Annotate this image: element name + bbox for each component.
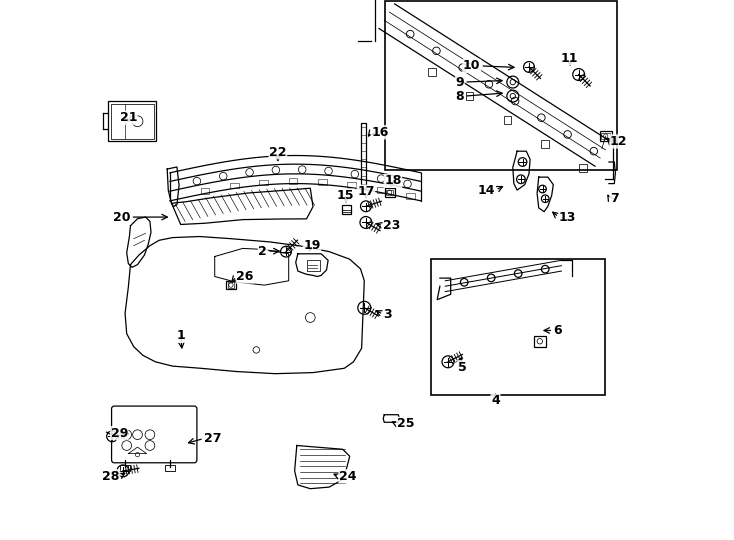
Text: 14: 14 (478, 184, 495, 197)
Text: 12: 12 (610, 135, 628, 148)
Bar (120, 465, 131, 471)
Bar (542, 140, 549, 148)
Text: 10: 10 (463, 59, 480, 72)
Bar (342, 205, 351, 214)
Bar (504, 116, 511, 124)
Bar (164, 465, 175, 471)
Text: 17: 17 (357, 185, 374, 198)
Bar (318, 179, 327, 185)
Text: 24: 24 (339, 470, 357, 483)
Text: 16: 16 (371, 126, 389, 139)
Text: 26: 26 (236, 270, 254, 283)
Bar (108, 101, 156, 141)
Bar (466, 92, 473, 100)
Bar (307, 260, 320, 271)
Text: 6: 6 (553, 324, 562, 337)
Bar (377, 187, 385, 193)
Text: 18: 18 (384, 174, 401, 187)
Bar (431, 259, 605, 395)
Text: 8: 8 (456, 90, 464, 103)
Text: 7: 7 (610, 192, 619, 205)
Text: 25: 25 (396, 417, 414, 430)
Bar (230, 183, 239, 188)
Text: 3: 3 (383, 308, 392, 321)
Text: 13: 13 (559, 211, 576, 224)
Bar (428, 68, 435, 76)
Text: 28: 28 (102, 470, 120, 483)
Bar (600, 131, 611, 141)
Bar (200, 188, 209, 193)
Bar (228, 282, 234, 288)
Text: 9: 9 (456, 76, 464, 89)
Bar (288, 178, 297, 184)
Text: 22: 22 (269, 146, 287, 159)
Bar (406, 193, 415, 199)
Text: 19: 19 (303, 239, 321, 252)
Bar (534, 336, 546, 347)
Bar (386, 190, 393, 195)
Text: 5: 5 (458, 361, 467, 374)
Text: 1: 1 (176, 329, 185, 342)
Bar (111, 104, 153, 139)
Text: 15: 15 (337, 189, 354, 202)
Text: 27: 27 (204, 432, 222, 445)
Text: 11: 11 (561, 52, 578, 65)
Bar (347, 183, 356, 188)
Bar (385, 1, 617, 170)
Bar (259, 180, 268, 185)
Text: 29: 29 (111, 427, 128, 440)
Text: 23: 23 (383, 219, 401, 232)
Text: 2: 2 (258, 245, 267, 258)
Text: 20: 20 (113, 211, 131, 224)
Bar (579, 164, 586, 172)
Bar (226, 281, 236, 289)
Text: 21: 21 (120, 111, 137, 124)
Text: 4: 4 (491, 394, 500, 407)
Bar (601, 133, 610, 139)
Bar (385, 188, 395, 197)
